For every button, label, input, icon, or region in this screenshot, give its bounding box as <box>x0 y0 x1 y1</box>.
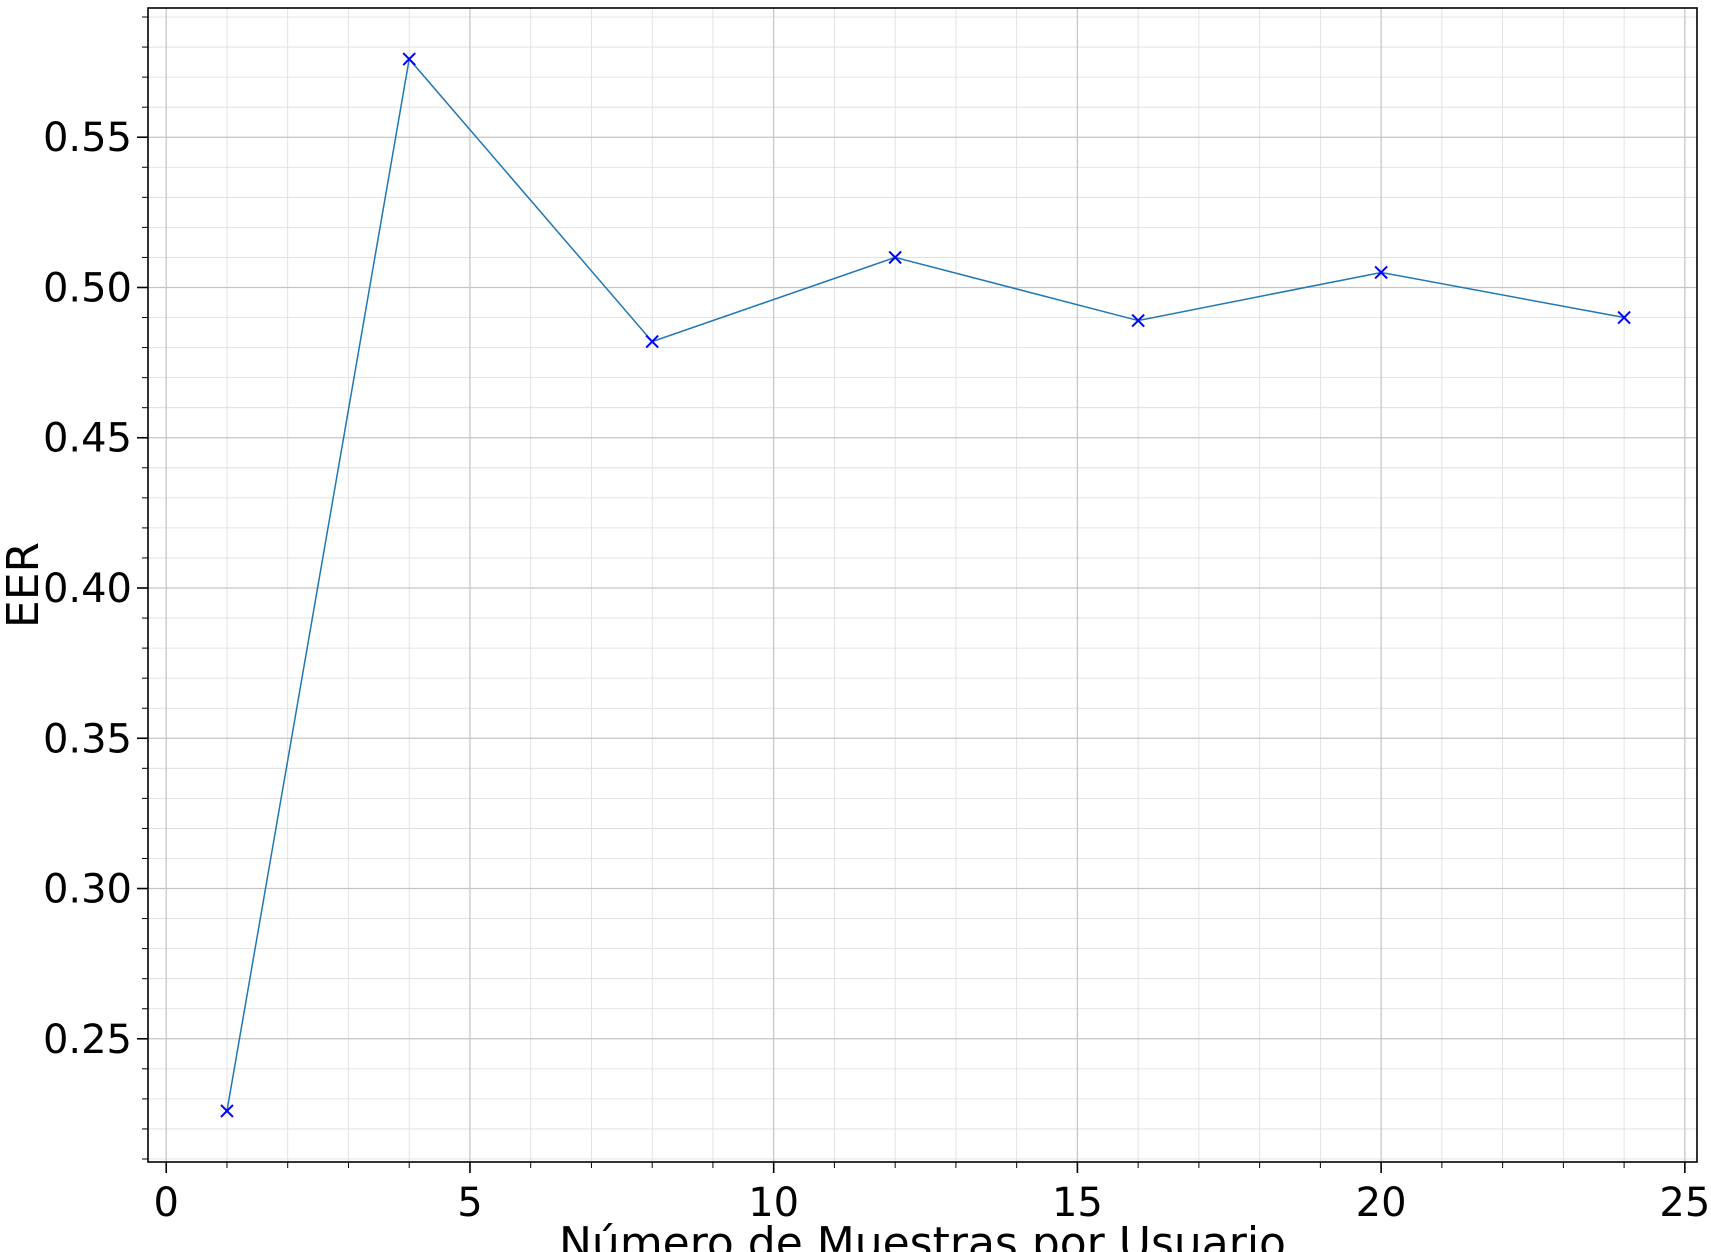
x-tick-label: 25 <box>1659 1180 1710 1226</box>
y-tick-label: 0.40 <box>43 566 132 612</box>
x-tick-label: 0 <box>153 1180 178 1226</box>
data-point <box>402 52 416 66</box>
data-point <box>645 334 659 349</box>
data-point <box>1374 265 1388 280</box>
tick-labels: 0 5 10 15 20 25 0.25 0.30 0.35 0.40 0.45 0.50 0.55 <box>43 115 1710 1226</box>
y-tick-label: 0.30 <box>43 867 132 913</box>
minor-grid <box>148 8 1697 1162</box>
y-tick-label: 0.25 <box>43 1017 132 1063</box>
plot-frame <box>147 7 1698 1163</box>
marker-stroke <box>645 334 659 349</box>
data-point <box>220 1104 234 1118</box>
x-axis-label: Número de Muestras por Usuario <box>559 1218 1286 1252</box>
x-tick-label: 10 <box>748 1180 799 1226</box>
data-point <box>1617 310 1631 325</box>
data-point <box>1131 313 1145 328</box>
marker-stroke <box>220 1104 234 1118</box>
marker-stroke <box>888 250 902 265</box>
x-tick-label: 20 <box>1356 1180 1407 1226</box>
y-tick-label: 0.45 <box>43 416 132 462</box>
y-tick-label: 0.55 <box>43 115 132 161</box>
x-tick-label: 5 <box>457 1180 482 1226</box>
major-grid <box>148 8 1697 1162</box>
series-layer <box>220 52 1631 1118</box>
marker-stroke <box>1131 313 1145 328</box>
data-point <box>888 250 902 265</box>
marker-stroke <box>1617 310 1631 325</box>
y-axis-label: EER <box>0 542 49 628</box>
y-tick-label: 0.35 <box>43 716 132 762</box>
x-tick-label: 15 <box>1052 1180 1103 1226</box>
marker-stroke <box>1374 265 1388 280</box>
y-tick-label: 0.50 <box>43 265 132 311</box>
series-line <box>226 57 1625 1112</box>
marker-stroke <box>402 52 416 66</box>
axis-ticks <box>137 16 1686 1173</box>
